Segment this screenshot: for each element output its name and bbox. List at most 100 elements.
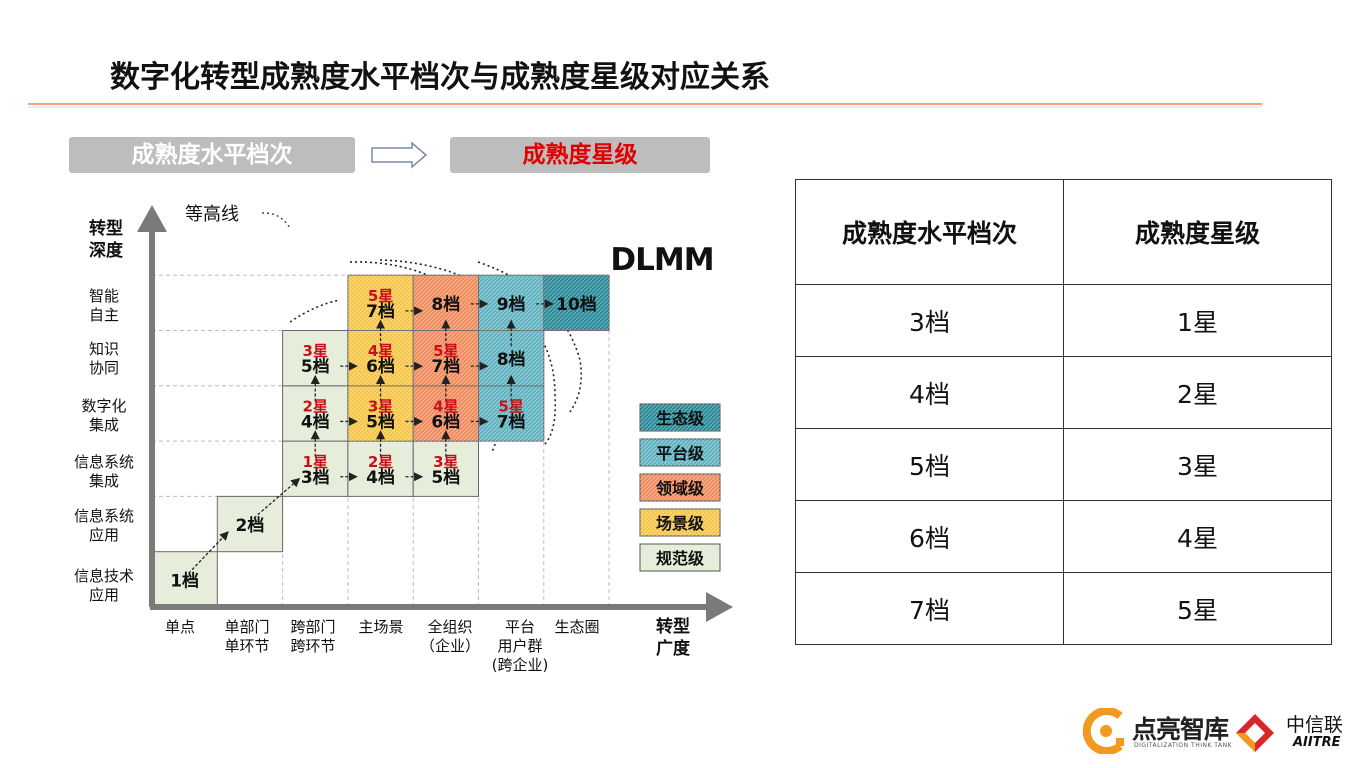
y-level-label: 应用 — [89, 586, 119, 604]
legend-label: 领域级 — [656, 479, 705, 498]
table-cell-star: 3星 — [1063, 428, 1332, 501]
aiitre-logo-text: 中信联 — [1286, 714, 1344, 736]
table-cell-star: 5星 — [1063, 572, 1332, 645]
x-category-label: 主场景 — [358, 618, 403, 636]
grade-label: 10档 — [556, 294, 597, 315]
aiitre-logo-subtext: AIITRE — [1293, 735, 1341, 750]
legend-swatch-hatch — [640, 439, 720, 466]
legend-swatch — [639, 543, 721, 572]
y-level-label: 集成 — [89, 416, 119, 434]
grade-label: 8档 — [431, 294, 460, 315]
contour-curve — [289, 299, 341, 323]
legend-swatch-hatch — [640, 509, 720, 536]
grade-label: 7档 — [366, 301, 395, 322]
banner-maturity-grade: 成熟度水平档次 — [69, 137, 355, 173]
y-level-label: 智能 — [89, 287, 119, 305]
grade-label: 4档 — [366, 467, 395, 488]
legend-swatch-hatch — [640, 404, 720, 431]
table-cell-grade: 5档 — [795, 428, 1064, 501]
progression-arrow — [188, 531, 229, 574]
star-label: 1星 — [303, 453, 328, 471]
x-category-label: （企业） — [420, 637, 480, 655]
x-category-label: 生态圈 — [554, 618, 599, 636]
star-label: 3星 — [433, 453, 458, 471]
x-category-label: 跨部门 — [290, 618, 335, 636]
grade-label: 5档 — [431, 467, 460, 488]
contour-label: 等高线 — [185, 204, 239, 225]
legend-swatch-hatch — [640, 474, 720, 501]
table-header-grade: 成熟度水平档次 — [795, 179, 1064, 285]
table-cell-grade: 4档 — [795, 356, 1064, 429]
table-row: 4档 2星 — [795, 356, 1332, 429]
y-level-label: 信息技术 — [74, 567, 134, 585]
dianliang-logo-icon — [1082, 708, 1124, 754]
y-level-label: 知识 — [89, 340, 119, 358]
x-axis-title: 转型 — [656, 616, 690, 637]
footer-logos: 点亮智库 DIGITALIZATION THINK TANK 中信联 AIITR… — [1082, 708, 1357, 758]
mapping-table: 成熟度水平档次 成熟度星级 3档 1星 4档 2星 5档 3星 6档 4星 7档 — [795, 179, 1332, 645]
grade-cell-hatch — [543, 275, 610, 331]
dianliang-logo-text: 点亮智库 — [1132, 715, 1229, 744]
grade-label: 2档 — [236, 515, 265, 536]
grade-cell — [151, 551, 218, 608]
star-label: 4星 — [433, 397, 458, 415]
grade-label: 5档 — [366, 411, 395, 432]
title-underline — [28, 103, 1262, 105]
y-level-label: 协同 — [89, 359, 119, 377]
legend-label: 规范级 — [656, 549, 705, 568]
table-row: 5档 3星 — [795, 428, 1332, 501]
dlmm-logo: DLMM — [610, 242, 713, 278]
star-label: 3星 — [303, 342, 328, 360]
star-label: 5星 — [368, 287, 393, 305]
x-category-label: 单部门 — [224, 618, 269, 636]
banner-connector-arrow — [371, 141, 428, 169]
x-category-label: 平台 — [505, 618, 535, 636]
legend-label: 平台级 — [656, 444, 705, 463]
y-axis-title: 深度 — [89, 240, 124, 261]
grade-label: 7档 — [431, 356, 460, 377]
table-row: 3档 1星 — [795, 284, 1332, 357]
star-label: 5星 — [498, 397, 523, 415]
grade-label: 1档 — [170, 570, 199, 591]
y-level-label: 集成 — [89, 472, 119, 490]
grade-label: 6档 — [366, 356, 395, 377]
y-level-label: 信息系统 — [74, 507, 134, 525]
star-label: 3星 — [368, 397, 393, 415]
table-cell-star: 1星 — [1063, 284, 1332, 357]
x-category-label: (跨企业) — [492, 656, 549, 674]
star-label: 2星 — [303, 397, 328, 415]
dianliang-logo-subtext: DIGITALIZATION THINK TANK — [1134, 742, 1233, 749]
y-level-label: 自主 — [89, 306, 119, 324]
x-axis-title: 广度 — [656, 638, 691, 659]
y-level-label: 信息系统 — [74, 453, 134, 471]
legend-label: 生态级 — [656, 409, 705, 428]
x-category-label: 跨环节 — [290, 637, 335, 655]
grade-label: 3档 — [301, 467, 330, 488]
table-row: 6档 4星 — [795, 500, 1332, 573]
legend-label: 场景级 — [656, 514, 705, 533]
grade-label: 8档 — [497, 349, 526, 370]
table-cell-star: 4星 — [1063, 500, 1332, 573]
table-cell-grade: 3档 — [795, 284, 1064, 357]
star-label: 4星 — [368, 342, 393, 360]
table-cell-grade: 6档 — [795, 500, 1064, 573]
grade-label: 9档 — [497, 294, 526, 315]
table-header-star: 成熟度星级 — [1063, 179, 1332, 285]
star-label: 2星 — [368, 453, 393, 471]
aiitre-logo-icon — [1236, 714, 1274, 752]
x-category-label: 单点 — [165, 618, 195, 636]
table-cell-grade: 7档 — [795, 572, 1064, 645]
axes — [137, 205, 733, 622]
grade-label: 5档 — [301, 356, 330, 377]
y-level-label: 数字化 — [81, 397, 126, 415]
table-row: 7档 5星 — [795, 572, 1332, 645]
mapping-table-container: 成熟度水平档次 成熟度星级 3档 1星 4档 2星 5档 3星 6档 4星 7档 — [795, 179, 1332, 645]
y-level-label: 应用 — [89, 526, 119, 544]
title-underline-shadow — [28, 106, 1262, 108]
page-title: 数字化转型成熟度水平档次与成熟度星级对应关系 — [110, 60, 770, 95]
banner-maturity-star: 成熟度星级 — [450, 137, 710, 173]
grade-label: 4档 — [301, 411, 330, 432]
x-category-label: 单环节 — [224, 637, 269, 655]
y-axis-title: 转型 — [89, 218, 123, 239]
